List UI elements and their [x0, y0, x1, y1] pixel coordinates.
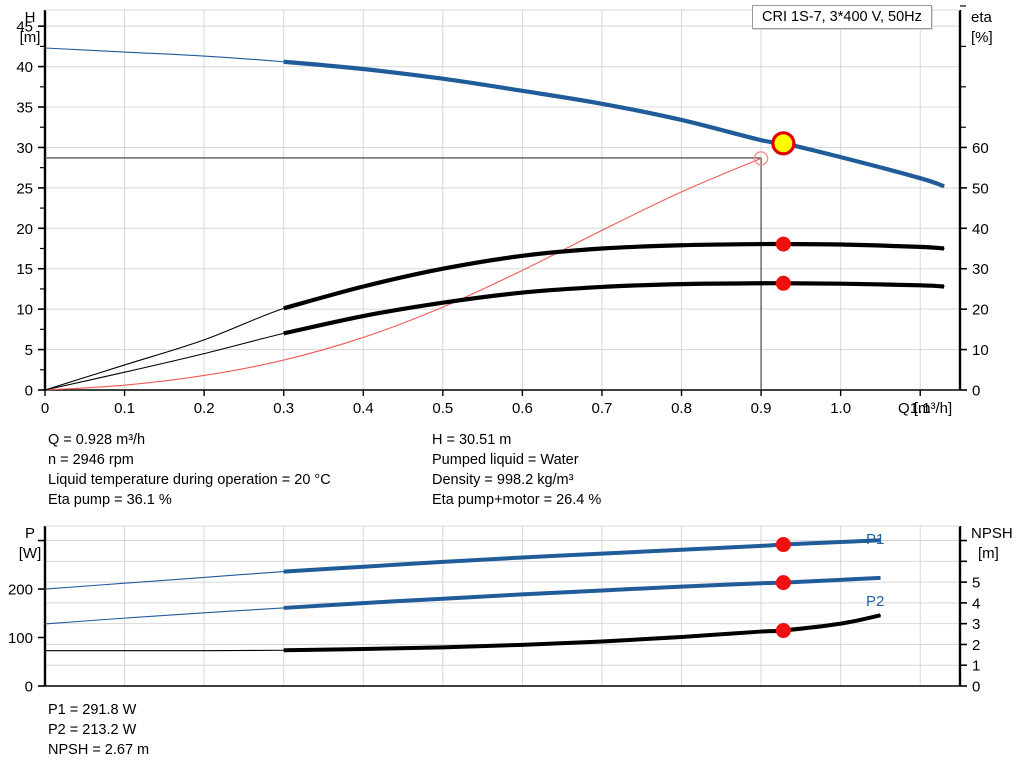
p1-duty-dot — [775, 537, 791, 553]
y2-tick-label: 20 — [972, 302, 989, 319]
x-tick-label: 0 — [41, 400, 49, 417]
y-tick-label: 30 — [16, 140, 33, 157]
eta-pump-duty-dot — [775, 236, 791, 252]
grid — [44, 10, 960, 391]
pump-title-text: CRI 1S-7, 3*400 V, 50Hz — [762, 9, 922, 25]
x-axis-label: Q [m³/h] — [898, 400, 952, 417]
y2-axis-unit: [m] — [978, 545, 999, 562]
p1-curve-thick — [283, 538, 881, 574]
info-line: Density = 998.2 kg/m³ — [432, 472, 574, 488]
eta-intersection-marker — [753, 151, 769, 166]
y-axis-title: H — [25, 9, 36, 26]
p1-curve-label: P1 — [866, 531, 884, 548]
eta-pump-motor-curve-thin — [44, 282, 945, 391]
pump-title-box: CRI 1S-7, 3*400 V, 50Hz — [752, 5, 932, 29]
y-tick-label: 35 — [16, 100, 33, 117]
y2-tick-label: 5 — [972, 575, 980, 592]
x-tick-label: 0.1 — [114, 400, 135, 417]
p2-duty-dot — [775, 575, 791, 591]
y-tick-label: 0 — [25, 679, 33, 696]
head-curve-thin — [44, 47, 945, 187]
y2-tick-label: 2 — [972, 637, 980, 654]
y2-tick-label: 0 — [972, 383, 980, 400]
duty-point-marker[interactable] — [771, 131, 796, 156]
y2-tick-label: 30 — [972, 261, 989, 278]
info-line: Eta pump = 36.1 % — [48, 492, 172, 508]
y-tick-label: 200 — [8, 582, 33, 599]
y2-axis-unit: [%] — [971, 29, 993, 46]
eta-pump-curve-thin — [44, 157, 762, 391]
eta-pump-motor-duty-dot — [775, 275, 791, 291]
x-tick-label: 0.6 — [512, 400, 533, 417]
x-tick-label: 1.1 — [910, 400, 931, 417]
info-line: Q = 0.928 m³/h — [48, 432, 146, 448]
x-tick-label: 0.4 — [353, 400, 374, 417]
eta-pump-motor-curve-thick — [283, 281, 945, 336]
grid — [44, 526, 960, 687]
y-axis-unit: [m] — [20, 29, 41, 46]
info-line: Liquid temperature during operation = 20… — [48, 472, 331, 488]
npsh-curve-thick — [283, 613, 881, 653]
p2-curve-thick — [283, 575, 881, 610]
y2-tick-label: 4 — [972, 595, 980, 612]
x-tick-label: 0.3 — [273, 400, 294, 417]
head-curve-thick — [283, 59, 945, 189]
y2-tick-label: 10 — [972, 342, 989, 359]
y2-tick-label: 60 — [972, 140, 989, 157]
y2-axis-title: eta — [971, 9, 993, 26]
y-tick-label: 45 — [16, 19, 33, 36]
y-tick-label: 10 — [16, 302, 33, 319]
power-info: P1 = 291.8 W P2 = 213.2 W NPSH = 2.67 m — [48, 700, 348, 760]
y2-axis-title: NPSH — [971, 525, 1013, 542]
x-tick-label: 0.5 — [432, 400, 453, 417]
info-line: P1 = 291.8 W — [48, 702, 137, 718]
head-eta-chart: 0 5 10 15 20 25 30 35 40 45 0 10 20 30 40 50 60 0 0.1 0.2 0.… — [16, 5, 993, 417]
x-tick-label: 0.8 — [671, 400, 692, 417]
y2-tick-label: 0 — [972, 679, 980, 696]
power-npsh-chart: 0 100 200 0 1 2 3 4 5 P [W] NPSH [m] P1 P2 — [8, 525, 1013, 696]
y-tick-label: 100 — [8, 630, 33, 647]
y2-tick-label: 3 — [972, 616, 980, 633]
y-axis-unit: [W] — [19, 545, 42, 562]
eta-pump-black-curve-thin — [44, 243, 945, 391]
y2-tick-label: 50 — [972, 180, 989, 197]
duty-info-left: Q = 0.928 m³/h n = 2946 rpm Liquid tempe… — [48, 430, 428, 510]
duty-info-right: H = 30.51 m Pumped liquid = Water Densit… — [432, 430, 832, 510]
x-tick-label: 0.9 — [751, 400, 772, 417]
y-tick-label: 20 — [16, 221, 33, 238]
info-line: H = 30.51 m — [432, 432, 512, 448]
x-tick-label: 0.2 — [194, 400, 215, 417]
y-tick-label: 25 — [16, 180, 33, 197]
info-line: P2 = 213.2 W — [48, 722, 137, 738]
y-axis-title: P — [25, 525, 35, 542]
npsh-duty-dot — [775, 623, 791, 639]
x-tick-label: 1.0 — [830, 400, 851, 417]
y-tick-label: 15 — [16, 261, 33, 278]
y-tick-label: 40 — [16, 59, 33, 76]
info-line: NPSH = 2.67 m — [48, 742, 150, 758]
info-line: n = 2946 rpm — [48, 452, 134, 468]
y2-tick-label: 1 — [972, 658, 980, 675]
x-tick-label: 0.7 — [592, 400, 613, 417]
info-line: Eta pump+motor = 26.4 % — [432, 492, 602, 508]
y-tick-label: 0 — [25, 383, 33, 400]
p2-curve-label: P2 — [866, 593, 884, 610]
eta-pump-black-curve-thick — [283, 241, 945, 311]
y2-tick-label: 40 — [972, 221, 989, 238]
info-line: Pumped liquid = Water — [432, 452, 579, 468]
y-tick-label: 5 — [25, 342, 33, 359]
